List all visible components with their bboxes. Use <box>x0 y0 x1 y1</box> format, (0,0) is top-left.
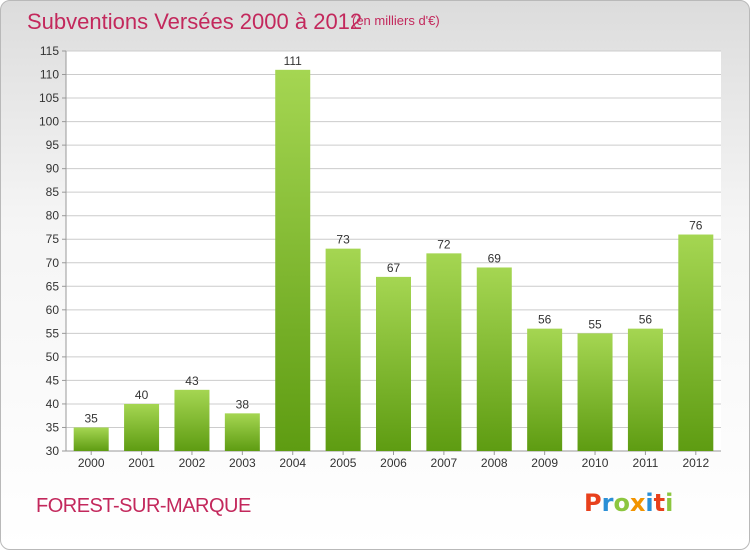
x-tick-label: 2011 <box>633 456 659 470</box>
x-tick-label: 2010 <box>582 456 609 470</box>
brand-letter: i <box>645 489 654 517</box>
bar <box>577 333 613 451</box>
data-label: 69 <box>488 251 502 265</box>
y-tick-label: 80 <box>46 209 60 223</box>
x-tick-label: 2012 <box>682 456 709 470</box>
data-label: 35 <box>85 411 99 425</box>
brand-letter: o <box>613 489 630 517</box>
data-label: 43 <box>185 374 199 388</box>
commune-name: FOREST-SUR-MARQUE <box>36 495 251 517</box>
y-tick-label: 75 <box>46 232 60 246</box>
y-tick-label: 35 <box>46 420 60 434</box>
y-tick-label: 60 <box>46 303 60 317</box>
x-tick-label: 2001 <box>128 456 155 470</box>
data-label: 38 <box>236 397 250 411</box>
y-tick-label: 50 <box>46 350 60 364</box>
data-label: 73 <box>336 233 350 247</box>
x-tick-label: 2003 <box>229 456 256 470</box>
proxiti-logo: Proxiti <box>584 489 673 517</box>
y-tick-label: 45 <box>46 373 60 387</box>
data-label: 40 <box>135 388 149 402</box>
y-tick-label: 90 <box>46 162 60 176</box>
data-label: 111 <box>284 54 303 68</box>
chart-title: Subventions Versées 2000 à 2012 <box>27 9 363 34</box>
brand-letter: P <box>584 489 602 517</box>
x-tick-label: 2008 <box>481 456 508 470</box>
y-tick-label: 55 <box>46 326 60 340</box>
brand-letter: t <box>653 489 666 517</box>
data-label: 67 <box>387 261 401 275</box>
bar <box>426 253 462 451</box>
bar <box>376 276 411 451</box>
data-label: 56 <box>639 313 653 327</box>
y-tick-label: 115 <box>40 44 59 58</box>
y-tick-label: 40 <box>46 397 60 411</box>
y-tick-label: 65 <box>46 279 60 293</box>
x-tick-label: 2009 <box>531 456 558 470</box>
x-tick-label: 2006 <box>380 456 407 470</box>
x-tick-label: 2005 <box>330 456 357 470</box>
brand-letter: x <box>629 489 646 517</box>
bar <box>174 389 210 451</box>
bar <box>325 248 361 451</box>
data-label: 72 <box>437 237 451 251</box>
bar <box>627 328 663 451</box>
bar <box>73 427 109 451</box>
x-tick-label: 2000 <box>78 456 105 470</box>
chart-subtitle: (en milliers d'€) <box>352 13 440 28</box>
y-tick-label: 70 <box>46 256 60 270</box>
y-tick-label: 30 <box>46 444 60 458</box>
bar <box>527 328 563 451</box>
bar <box>476 267 512 451</box>
data-label: 55 <box>588 317 602 331</box>
y-tick-label: 95 <box>46 138 60 152</box>
y-tick-label: 110 <box>40 68 59 82</box>
x-tick-label: 2002 <box>179 456 206 470</box>
bar <box>124 403 160 451</box>
data-label: 56 <box>538 313 552 327</box>
bar <box>275 69 311 451</box>
brand-letter: r <box>601 489 614 517</box>
x-tick-label: 2004 <box>279 456 306 470</box>
y-tick-label: 105 <box>39 91 59 105</box>
x-tick-label: 2007 <box>431 456 458 470</box>
y-tick-label: 85 <box>46 185 60 199</box>
brand-letter: i <box>665 489 674 517</box>
bar <box>224 413 260 451</box>
data-label: 76 <box>689 219 703 233</box>
y-tick-label: 100 <box>39 115 59 129</box>
bar <box>678 234 714 451</box>
